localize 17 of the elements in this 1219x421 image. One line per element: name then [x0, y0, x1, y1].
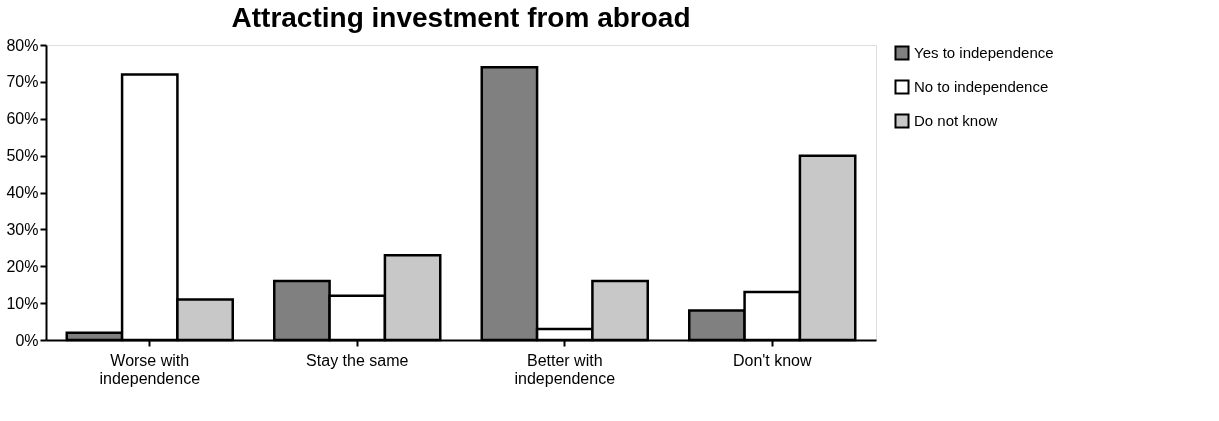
legend-label: No to independence: [914, 78, 1049, 95]
y-tick-label: 80%: [6, 36, 39, 54]
y-tick-label: 60%: [6, 110, 39, 128]
y-tick-label: 50%: [6, 147, 39, 165]
x-tick-label: Stay the same: [306, 351, 409, 369]
x-tick-label: Worse with independence: [99, 351, 201, 387]
chart-title: Attracting investment from abroad: [231, 2, 691, 33]
y-tick-label: 30%: [6, 220, 39, 238]
y-tick-label: 0%: [15, 331, 39, 349]
y-tick-label: 10%: [6, 294, 39, 312]
legend-label: Yes to independence: [914, 44, 1054, 61]
y-tick-label: 20%: [6, 257, 39, 275]
legend-label: Do not know: [914, 112, 998, 129]
x-tick-label: Don't know: [732, 351, 813, 369]
y-tick-label: 40%: [6, 184, 39, 201]
y-tick-label: 70%: [6, 73, 39, 91]
x-tick-label: Better with independence: [514, 351, 616, 387]
